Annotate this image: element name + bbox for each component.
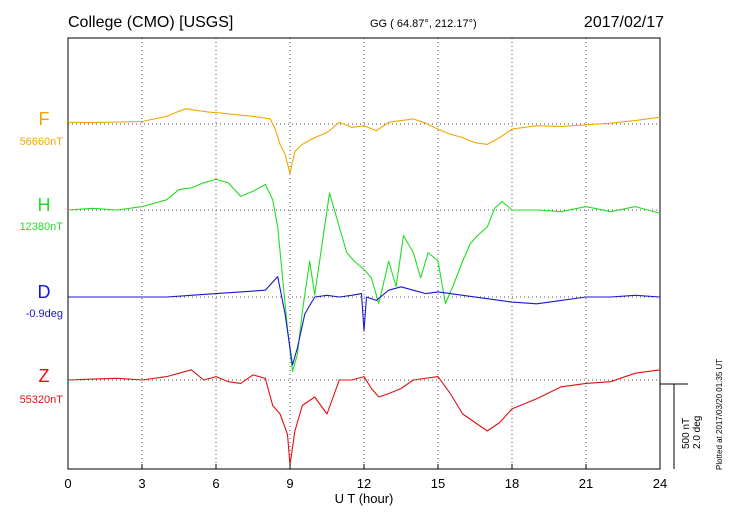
series-labels: F 56660nT H 12380nT D -0.9deg Z 55320nT [20,109,64,406]
series-H-line [67,178,661,373]
series-Z-name: Z [39,366,50,386]
x-tick-label: 3 [138,476,145,491]
x-axis: 0 3 6 9 12 15 18 21 24 [64,464,667,491]
scale-bar-deg: 2.0 deg [692,416,703,449]
x-tick-label: 9 [286,476,293,491]
series-F-baseline: 56660nT [20,136,64,148]
series-D-line [68,276,661,366]
series-layer [67,108,661,466]
series-F-name: F [39,109,50,129]
x-tick-label: 12 [357,476,371,491]
series-D-name: D [38,282,51,302]
x-tick-label: 18 [505,476,519,491]
x-tick-label: 0 [64,476,71,491]
x-tick-label: 21 [579,476,593,491]
series-H-baseline: 12380nT [20,221,64,233]
series-F-line [67,108,661,174]
series-Z-baseline: 55320nT [20,394,64,406]
series-D-baseline: -0.9deg [26,308,63,320]
grid [68,38,660,469]
scale-bar-nt: 500 nT [681,418,692,449]
series-Z-line [67,369,661,466]
x-tick-label: 6 [212,476,219,491]
series-H-name: H [38,195,51,215]
x-tick-label: 24 [653,476,667,491]
chart-date: 2017/02/17 [584,14,664,31]
station-title: College (CMO) [USGS] [68,14,233,31]
plotted-note: Plotted at 2017/03/20 01:35 UT [715,359,724,470]
station-coords: GG ( 64.87°, 212.17°) [370,18,477,30]
x-axis-label: U T (hour) [335,491,394,506]
x-tick-label: 15 [431,476,445,491]
